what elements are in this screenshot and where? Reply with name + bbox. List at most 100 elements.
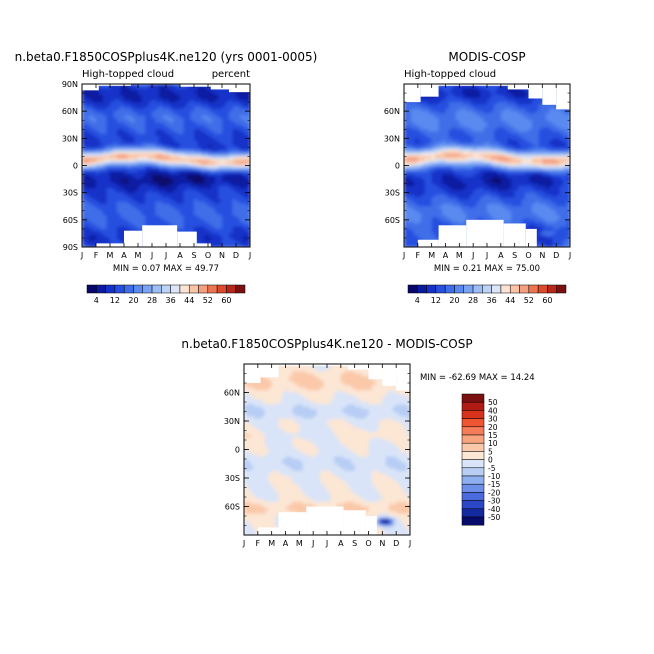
heatmap-cell [428,145,433,148]
heatmap-cell [215,88,220,92]
heatmap-cell [103,97,108,101]
heatmap-cell [442,190,447,194]
heatmap-cell [89,115,94,119]
heatmap-cell [448,219,454,223]
heatmap-cell [96,113,101,117]
heatmap-cell [246,111,250,115]
heatmap-cell [127,201,132,205]
heatmap-cell [414,172,419,176]
heatmap-cell [166,190,171,194]
heatmap-cell [166,122,171,126]
heatmap-cell [246,124,250,128]
heatmap-cell [152,208,157,212]
heatmap-cell [82,140,87,144]
heatmap-cell [155,181,160,185]
heatmap-cell [110,192,115,196]
heatmap-cell [152,149,157,153]
heatmap-cell [232,158,237,162]
heatmap-cell [414,120,419,124]
heatmap-cell [438,192,443,196]
heatmap-cell [120,86,125,90]
heatmap-cell [445,172,450,176]
heatmap-cell [243,154,248,158]
heatmap-cell [106,224,111,228]
heatmap-cell [82,151,87,155]
heatmap-cell [417,194,422,198]
heatmap-cell [201,142,206,146]
heatmap-cell [208,117,213,121]
heatmap-cell [462,138,467,142]
heatmap-cell [431,219,436,223]
heatmap-cell [99,127,104,130]
heatmap-cell [417,151,422,155]
heatmap-cell [452,188,457,191]
heatmap-cell [243,206,248,210]
heatmap-cell [421,215,426,219]
heatmap-cell [173,197,178,201]
heatmap-cell [89,154,94,158]
heatmap-cell [201,133,206,137]
heatmap-cell [442,136,447,139]
heatmap-cell [113,111,118,115]
heatmap-cell [120,172,125,176]
heatmap-cell [159,138,164,142]
heatmap-cell [152,203,157,207]
heatmap-cell [442,215,447,219]
heatmap-cell [236,156,241,160]
heatmap-cell [211,199,216,203]
heatmap-cell [166,199,171,203]
heatmap-cell [190,174,195,178]
heatmap-cell [442,93,447,96]
heatmap-cell [169,86,174,90]
heatmap-cell [99,210,104,214]
heatmap-cell [117,86,122,90]
heatmap-cell [183,158,188,162]
heatmap-cell [442,194,447,198]
heatmap-cell [466,165,471,169]
heatmap-cell [162,129,167,133]
heatmap-cell [236,167,241,171]
heatmap-cell [169,151,174,155]
heatmap-cell [96,170,101,173]
heatmap-cell [404,160,409,164]
heatmap-cell [124,176,129,180]
heatmap-cell [180,226,185,230]
heatmap-cell [141,108,146,112]
heatmap-cell [127,222,132,225]
heatmap-cell [187,106,192,110]
heatmap-cell [455,185,460,189]
heatmap-cell [243,176,248,180]
heatmap-cell [89,156,94,160]
heatmap-cell [166,124,171,128]
heatmap-cell [176,210,181,214]
heatmap-cell [204,237,209,241]
heatmap-cell [110,188,115,191]
heatmap-cell [194,97,199,101]
heatmap-cell [222,133,227,137]
heatmap-cell [243,213,248,216]
heatmap-cell [89,237,94,241]
heatmap-cell [421,167,426,171]
heatmap-cell [236,95,241,99]
heatmap-cell [222,176,227,180]
heatmap-cell [183,131,188,135]
heatmap-cell [442,201,447,205]
heatmap-cell [424,222,429,225]
heatmap-cell [148,149,153,153]
heatmap-cell [197,142,202,146]
heatmap-cell [99,179,104,182]
heatmap-cell [201,228,206,232]
heatmap-cell [180,149,185,153]
heatmap-cell [246,154,250,158]
heatmap-cell [194,151,199,155]
heatmap-cell [124,167,129,171]
heatmap-cell [208,219,213,223]
heatmap-cell [131,151,136,155]
heatmap-cell [190,149,195,153]
heatmap-cell [246,199,250,203]
heatmap-cell [442,122,447,126]
heatmap-cell [417,181,422,185]
heatmap-cell [407,163,412,167]
heatmap-cell [127,90,132,94]
heatmap-cell [452,140,457,144]
